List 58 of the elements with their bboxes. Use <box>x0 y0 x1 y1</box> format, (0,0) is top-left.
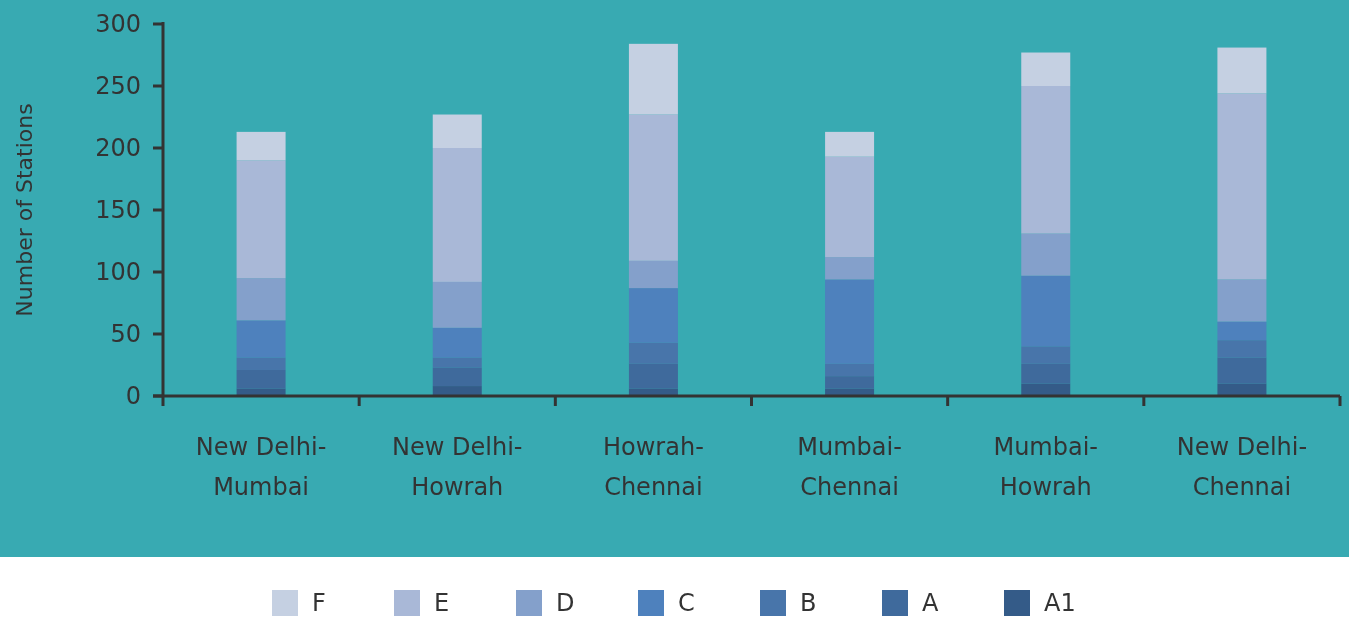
legend-label: F <box>312 589 326 618</box>
bar <box>628 43 678 115</box>
legend-label: C <box>678 589 695 618</box>
y-tick-label: 100 <box>95 258 141 287</box>
bar <box>432 357 482 368</box>
bar <box>1217 279 1267 322</box>
bar <box>1217 340 1267 358</box>
bar <box>1217 321 1267 341</box>
bar <box>825 156 875 258</box>
bar <box>236 131 286 161</box>
y-tick-label: 250 <box>95 72 141 101</box>
bar <box>1021 363 1071 384</box>
x-tick-label: Mumbai-Howrah <box>993 433 1099 501</box>
bar <box>628 114 678 261</box>
legend-label: A1 <box>1044 589 1076 618</box>
bar <box>1217 93 1267 280</box>
bar <box>1021 233 1071 276</box>
legend-label: B <box>800 589 817 618</box>
bar <box>825 131 875 157</box>
bar <box>236 278 286 321</box>
legend-label: E <box>434 589 450 618</box>
bar <box>628 260 678 289</box>
bar <box>236 369 286 389</box>
bar <box>1021 52 1071 86</box>
bar <box>432 327 482 358</box>
x-tick-label: Mumbai-Chennai <box>797 433 902 501</box>
bar <box>236 320 286 358</box>
bar <box>432 386 482 396</box>
x-tick-label: Howrah-Chennai <box>603 433 704 501</box>
bar <box>236 357 286 370</box>
bar <box>1021 275 1071 347</box>
y-tick-label: 0 <box>125 382 141 411</box>
bar <box>628 288 678 343</box>
legend-label: A <box>922 589 939 618</box>
legend-label: D <box>556 589 575 618</box>
y-tick-label: 150 <box>95 196 141 225</box>
bar <box>1217 357 1267 384</box>
y-tick-label: 300 <box>95 10 141 39</box>
bar <box>825 279 875 364</box>
bar <box>628 342 678 364</box>
bar <box>628 363 678 389</box>
x-tick-label: New Delhi-Chennai <box>1176 433 1308 501</box>
bar <box>432 148 482 282</box>
bar <box>236 160 286 279</box>
y-tick-label: 50 <box>110 320 141 349</box>
bar <box>1217 47 1267 94</box>
bar <box>1021 346 1071 364</box>
bar <box>432 281 482 328</box>
x-tick-label: New Delhi-Howrah <box>392 433 523 501</box>
y-axis-title: Number of Stations <box>12 103 37 317</box>
x-tick-label: New Delhi-Mumbai <box>195 433 327 501</box>
bar <box>1021 86 1071 234</box>
y-tick-label: 200 <box>95 134 141 163</box>
bar <box>825 257 875 280</box>
bar <box>432 367 482 387</box>
bar <box>825 376 875 389</box>
bar <box>432 114 482 148</box>
bar <box>825 363 875 377</box>
